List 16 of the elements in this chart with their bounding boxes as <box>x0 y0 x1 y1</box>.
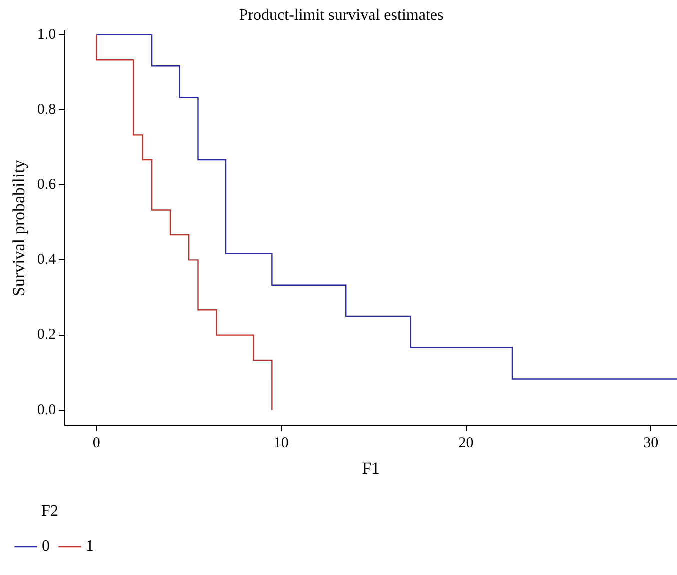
x-axis-title: F1 <box>362 459 380 478</box>
y-tick-label: 0.8 <box>37 102 56 118</box>
y-tick-label: 0.0 <box>37 402 56 418</box>
x-tick-label: 30 <box>644 435 659 452</box>
y-tick-label: 0.6 <box>37 177 57 194</box>
x-tick-label: 10 <box>274 435 289 452</box>
legend-label: 1 <box>86 538 94 556</box>
legend-label: 0 <box>42 538 50 556</box>
y-tick-label: 0.4 <box>37 252 57 268</box>
y-tick-label: 1.0 <box>37 26 56 43</box>
x-tick-label: 0 <box>92 435 100 452</box>
legend-title: F2 <box>42 503 58 520</box>
chart-title: Product-limit survival estimates <box>239 6 444 24</box>
x-tick-label: 20 <box>458 435 474 452</box>
y-tick-label: 0.2 <box>37 327 56 344</box>
y-axis-title: Survival probability <box>10 160 29 297</box>
